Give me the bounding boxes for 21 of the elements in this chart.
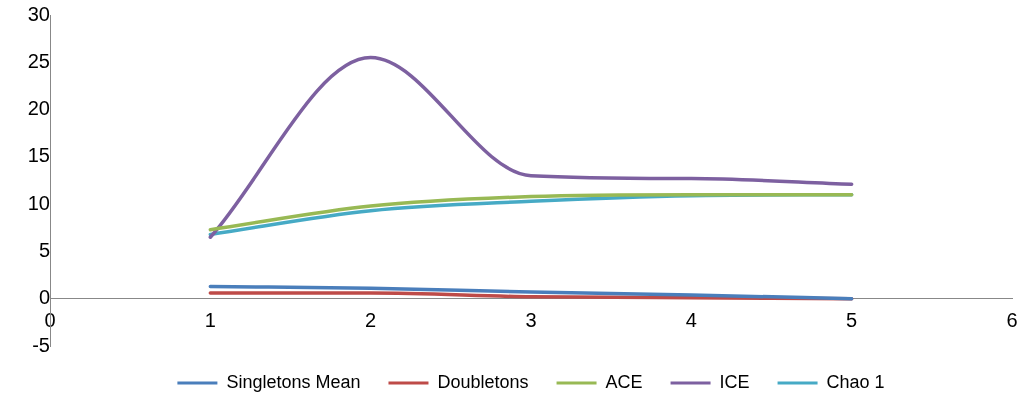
line-series [208,284,854,301]
y-tick-label: 5 [38,238,50,261]
y-tick-label: 10 [27,191,50,214]
x-tick-label: 3 [525,309,537,332]
x-tick-label: 6 [1006,309,1018,332]
line-series [208,55,854,239]
y-tick-label: 20 [27,97,50,120]
y-tick-label: 15 [27,144,50,167]
x-tick-label: 1 [204,309,216,332]
x-tick-label: 4 [685,309,697,332]
y-tick-label: 0 [38,286,50,309]
x-tick-label: 5 [846,309,858,332]
legend-label: ICE [719,371,750,392]
x-tick-label: 2 [365,309,377,332]
y-tick-label: 25 [27,49,50,72]
y-tick-label: 30 [27,2,50,25]
y-tick-label: -5 [32,333,50,356]
legend-label: Doubletons [437,371,529,392]
legend-label: Chao 1 [826,371,885,392]
legend-label: ACE [605,371,643,392]
legend-label: Singletons Mean [226,371,361,392]
